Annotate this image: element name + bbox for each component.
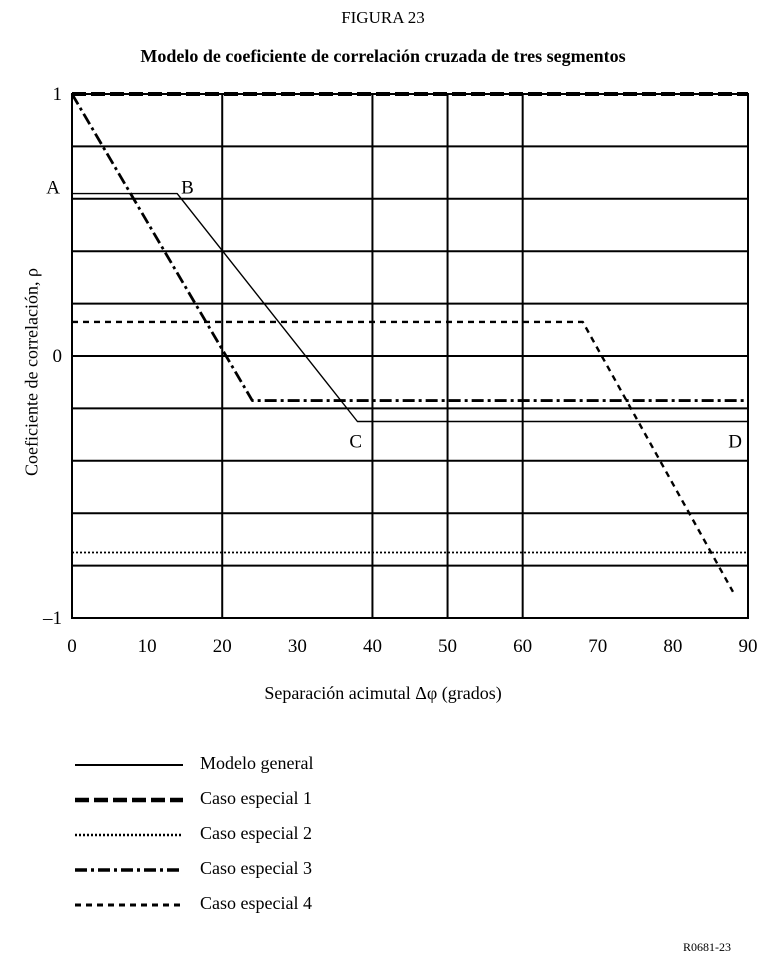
y-tick-label: 0 bbox=[53, 346, 63, 367]
legend-swatch bbox=[75, 868, 183, 872]
series-line-5 bbox=[72, 320, 735, 593]
x-tick-label: 10 bbox=[138, 636, 157, 657]
x-tick-label: 30 bbox=[288, 636, 307, 657]
legend-label: Caso especial 3 bbox=[200, 858, 312, 878]
series-line-1 bbox=[72, 192, 748, 423]
figure-number: FIGURA 23 bbox=[341, 8, 425, 27]
legend-swatch bbox=[75, 903, 183, 907]
x-axis-label: Separación acimutal Δφ (grados) bbox=[264, 683, 502, 703]
point-label-c: C bbox=[349, 432, 362, 453]
point-label-b: B bbox=[181, 178, 194, 199]
y-tick-label: 1 bbox=[53, 84, 63, 105]
legend-label: Caso especial 4 bbox=[200, 893, 312, 913]
point-label-a: A bbox=[46, 178, 60, 199]
chart-title: Modelo de coeficiente de correlación cru… bbox=[140, 46, 626, 66]
legend-swatch bbox=[75, 797, 183, 803]
x-tick-label: 0 bbox=[67, 636, 77, 657]
point-label-d: D bbox=[728, 432, 742, 453]
legend-swatch bbox=[75, 764, 183, 766]
legend-label: Caso especial 2 bbox=[200, 823, 312, 843]
x-tick-label: 20 bbox=[213, 636, 232, 657]
x-tick-label: 70 bbox=[588, 636, 607, 657]
x-tick-label: 40 bbox=[363, 636, 382, 657]
y-tick-label: –1 bbox=[42, 608, 62, 629]
x-tick-label: 50 bbox=[438, 636, 457, 657]
x-tick-label: 80 bbox=[663, 636, 682, 657]
figure-reference-code: R0681-23 bbox=[683, 940, 731, 954]
legend-swatch bbox=[75, 833, 183, 837]
legend-label: Modelo general bbox=[200, 753, 314, 773]
x-tick-label: 90 bbox=[739, 636, 758, 657]
x-tick-label: 60 bbox=[513, 636, 532, 657]
legend-label: Caso especial 1 bbox=[200, 788, 312, 808]
series-line-4 bbox=[70, 93, 748, 402]
